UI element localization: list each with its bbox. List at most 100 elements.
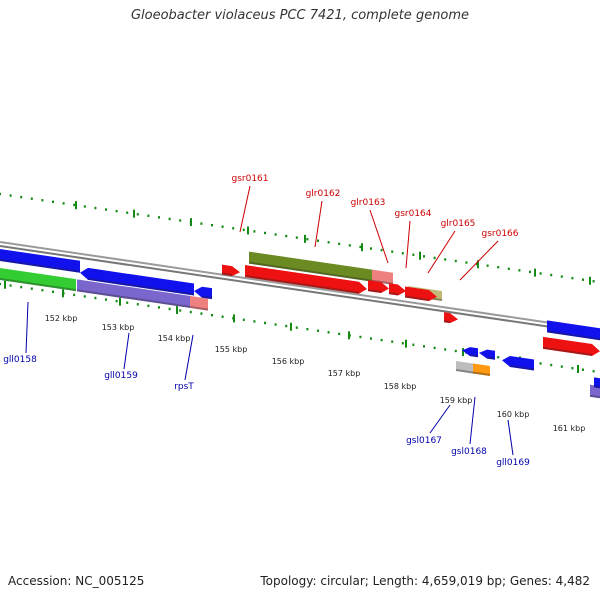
minor-tick [264, 231, 266, 235]
callout-gll0158: gll0158 [3, 301, 37, 365]
kbp-scale-labels: 152 kbp 153 kbp 154 kbp 155 kbp 156 kbp 157 k… [45, 314, 586, 433]
callout-gsl0168: gsl0168 [451, 396, 487, 457]
gene-label-glr0162: glr0162 [306, 189, 341, 199]
gene-gll0159-shape [76, 279, 191, 308]
gene-label-gll0159: gll0159 [104, 371, 138, 381]
minor-tick [380, 338, 383, 342]
gene-body [473, 363, 490, 377]
major-tick [290, 322, 292, 331]
gene-label-glr0165: glr0165 [441, 219, 476, 229]
minor-tick [295, 236, 298, 239]
gene-label-gsl0168: gsl0168 [451, 447, 487, 457]
kbp-label: 158 kbp [384, 382, 417, 391]
minor-tick [327, 331, 330, 334]
genome-backbone [0, 241, 600, 336]
minor-tick [433, 256, 436, 260]
gene-shadow [509, 364, 535, 371]
minor-tick [423, 345, 425, 348]
minor-tick [401, 342, 404, 345]
minor-tick [73, 293, 76, 297]
minor-tick [20, 285, 23, 289]
minor-tick [454, 259, 457, 263]
gene-long-red-1 [244, 265, 367, 294]
minor-tick [306, 237, 309, 241]
gene-purple-right [589, 384, 600, 399]
minor-tick [380, 248, 383, 252]
gene-small-red-1 [367, 280, 389, 294]
minor-tick [30, 287, 33, 290]
minor-tick [359, 245, 362, 249]
minor-tick [94, 206, 97, 210]
minor-tick [52, 290, 54, 293]
major-tick [419, 251, 421, 260]
gene-shadow [371, 279, 394, 285]
major-tick [4, 280, 6, 289]
major-tick [304, 234, 306, 243]
minor-tick [83, 295, 86, 298]
gene-small-blue-3 [479, 349, 496, 360]
gene-shadow [0, 278, 77, 292]
gene-gsl0168-shape [472, 363, 491, 377]
gene-body [543, 336, 600, 357]
minor-tick [115, 299, 118, 303]
callout-line [184, 334, 194, 381]
minor-tick [274, 323, 277, 326]
minor-tick [274, 233, 277, 236]
callout-line [369, 209, 389, 264]
minor-tick [412, 253, 415, 256]
minor-tick [158, 306, 160, 309]
minor-tick [41, 289, 44, 292]
gene-shadow [201, 295, 213, 300]
major-tick [577, 364, 579, 373]
minor-tick [264, 321, 266, 325]
major-tick [119, 297, 121, 306]
minor-tick [518, 269, 521, 272]
callout-line [469, 396, 476, 445]
major-tick [477, 260, 479, 269]
minor-tick [338, 332, 341, 336]
minor-tick [317, 239, 319, 242]
gene-body [547, 320, 600, 341]
minor-tick [136, 213, 139, 216]
minor-tick [444, 348, 447, 351]
gene-body [222, 264, 240, 277]
topology-text: Topology: circular; Length: 4,659,019 bp… [260, 574, 590, 588]
callout-line [507, 419, 514, 456]
gene-gsr0166-shape [443, 312, 458, 324]
minor-tick [30, 197, 33, 200]
gene-body [479, 349, 495, 360]
major-tick [534, 268, 536, 277]
gene-body [594, 377, 600, 389]
kbp-label: 161 kbp [553, 424, 586, 433]
gene-body [194, 286, 212, 300]
gene-gsr0164-shape [388, 283, 406, 296]
minor-tick [73, 203, 76, 207]
gene-long-red-2 [404, 286, 437, 302]
major-tick [233, 314, 235, 323]
minor-tick [147, 304, 150, 308]
kbp-label: 160 kbp [497, 410, 530, 419]
gene-body [462, 347, 478, 358]
minor-tick [83, 205, 86, 208]
callout-line [239, 185, 251, 233]
gene-body [80, 267, 194, 296]
minor-tick [253, 230, 256, 233]
gene-label-glr0163: glr0163 [351, 198, 386, 208]
minor-tick [158, 216, 160, 219]
gene-body [0, 268, 76, 292]
minor-tick [348, 244, 351, 247]
callout-line [405, 220, 411, 269]
gene-body [245, 265, 367, 294]
map-title: Gloeobacter violaceus PCC 7421, complete… [130, 8, 470, 23]
gene-body [590, 384, 600, 399]
minor-tick [189, 310, 192, 314]
minor-tick [582, 368, 584, 371]
gene-green-partial [0, 268, 77, 292]
major-tick [361, 243, 363, 252]
gene-gll0169-shape [502, 355, 535, 371]
gene-shadow [404, 295, 430, 302]
minor-tick [539, 362, 542, 365]
minor-tick [126, 301, 129, 304]
minor-tick [295, 326, 298, 329]
major-tick [190, 218, 192, 227]
